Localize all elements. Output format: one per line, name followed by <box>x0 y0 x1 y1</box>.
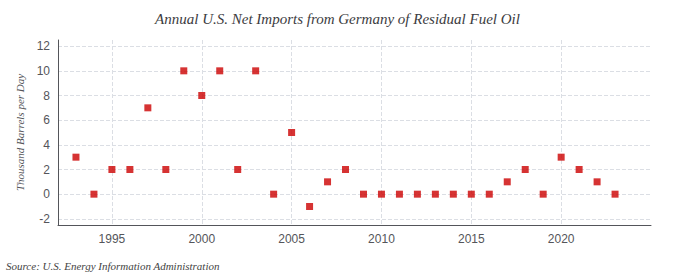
svg-text:1995: 1995 <box>99 232 126 246</box>
svg-text:2: 2 <box>43 163 50 177</box>
svg-text:Annual U.S. Net Imports from G: Annual U.S. Net Imports from Germany of … <box>154 11 520 27</box>
svg-text:12: 12 <box>37 39 51 53</box>
svg-text:2010: 2010 <box>368 232 395 246</box>
svg-text:Source: U.S. Energy Informatio: Source: U.S. Energy Information Administ… <box>6 260 220 272</box>
svg-text:Thousand Barrels per Day: Thousand Barrels per Day <box>14 74 26 191</box>
svg-text:10: 10 <box>37 64 51 78</box>
svg-text:6: 6 <box>43 113 50 127</box>
svg-text:2005: 2005 <box>278 232 305 246</box>
svg-text:8: 8 <box>43 89 50 103</box>
svg-text:2020: 2020 <box>548 232 575 246</box>
svg-text:-2: -2 <box>39 212 50 226</box>
svg-text:4: 4 <box>43 138 50 152</box>
svg-text:2000: 2000 <box>188 232 215 246</box>
svg-text:2015: 2015 <box>458 232 485 246</box>
svg-text:0: 0 <box>43 187 50 201</box>
